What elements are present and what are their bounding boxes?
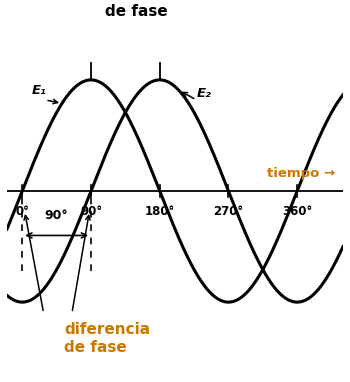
Text: 90°: 90° <box>45 209 69 222</box>
Text: diferencia
de fase: diferencia de fase <box>94 0 180 19</box>
Text: diferencia
de fase: diferencia de fase <box>64 322 150 354</box>
Text: E₁: E₁ <box>32 84 47 97</box>
Text: E₂: E₂ <box>196 87 211 100</box>
Text: tiempo →: tiempo → <box>267 167 335 180</box>
Text: 360°: 360° <box>282 206 312 219</box>
Text: 0°: 0° <box>15 206 29 219</box>
Text: 180°: 180° <box>145 206 175 219</box>
Text: 270°: 270° <box>214 206 244 219</box>
Text: 90°: 90° <box>80 206 102 219</box>
